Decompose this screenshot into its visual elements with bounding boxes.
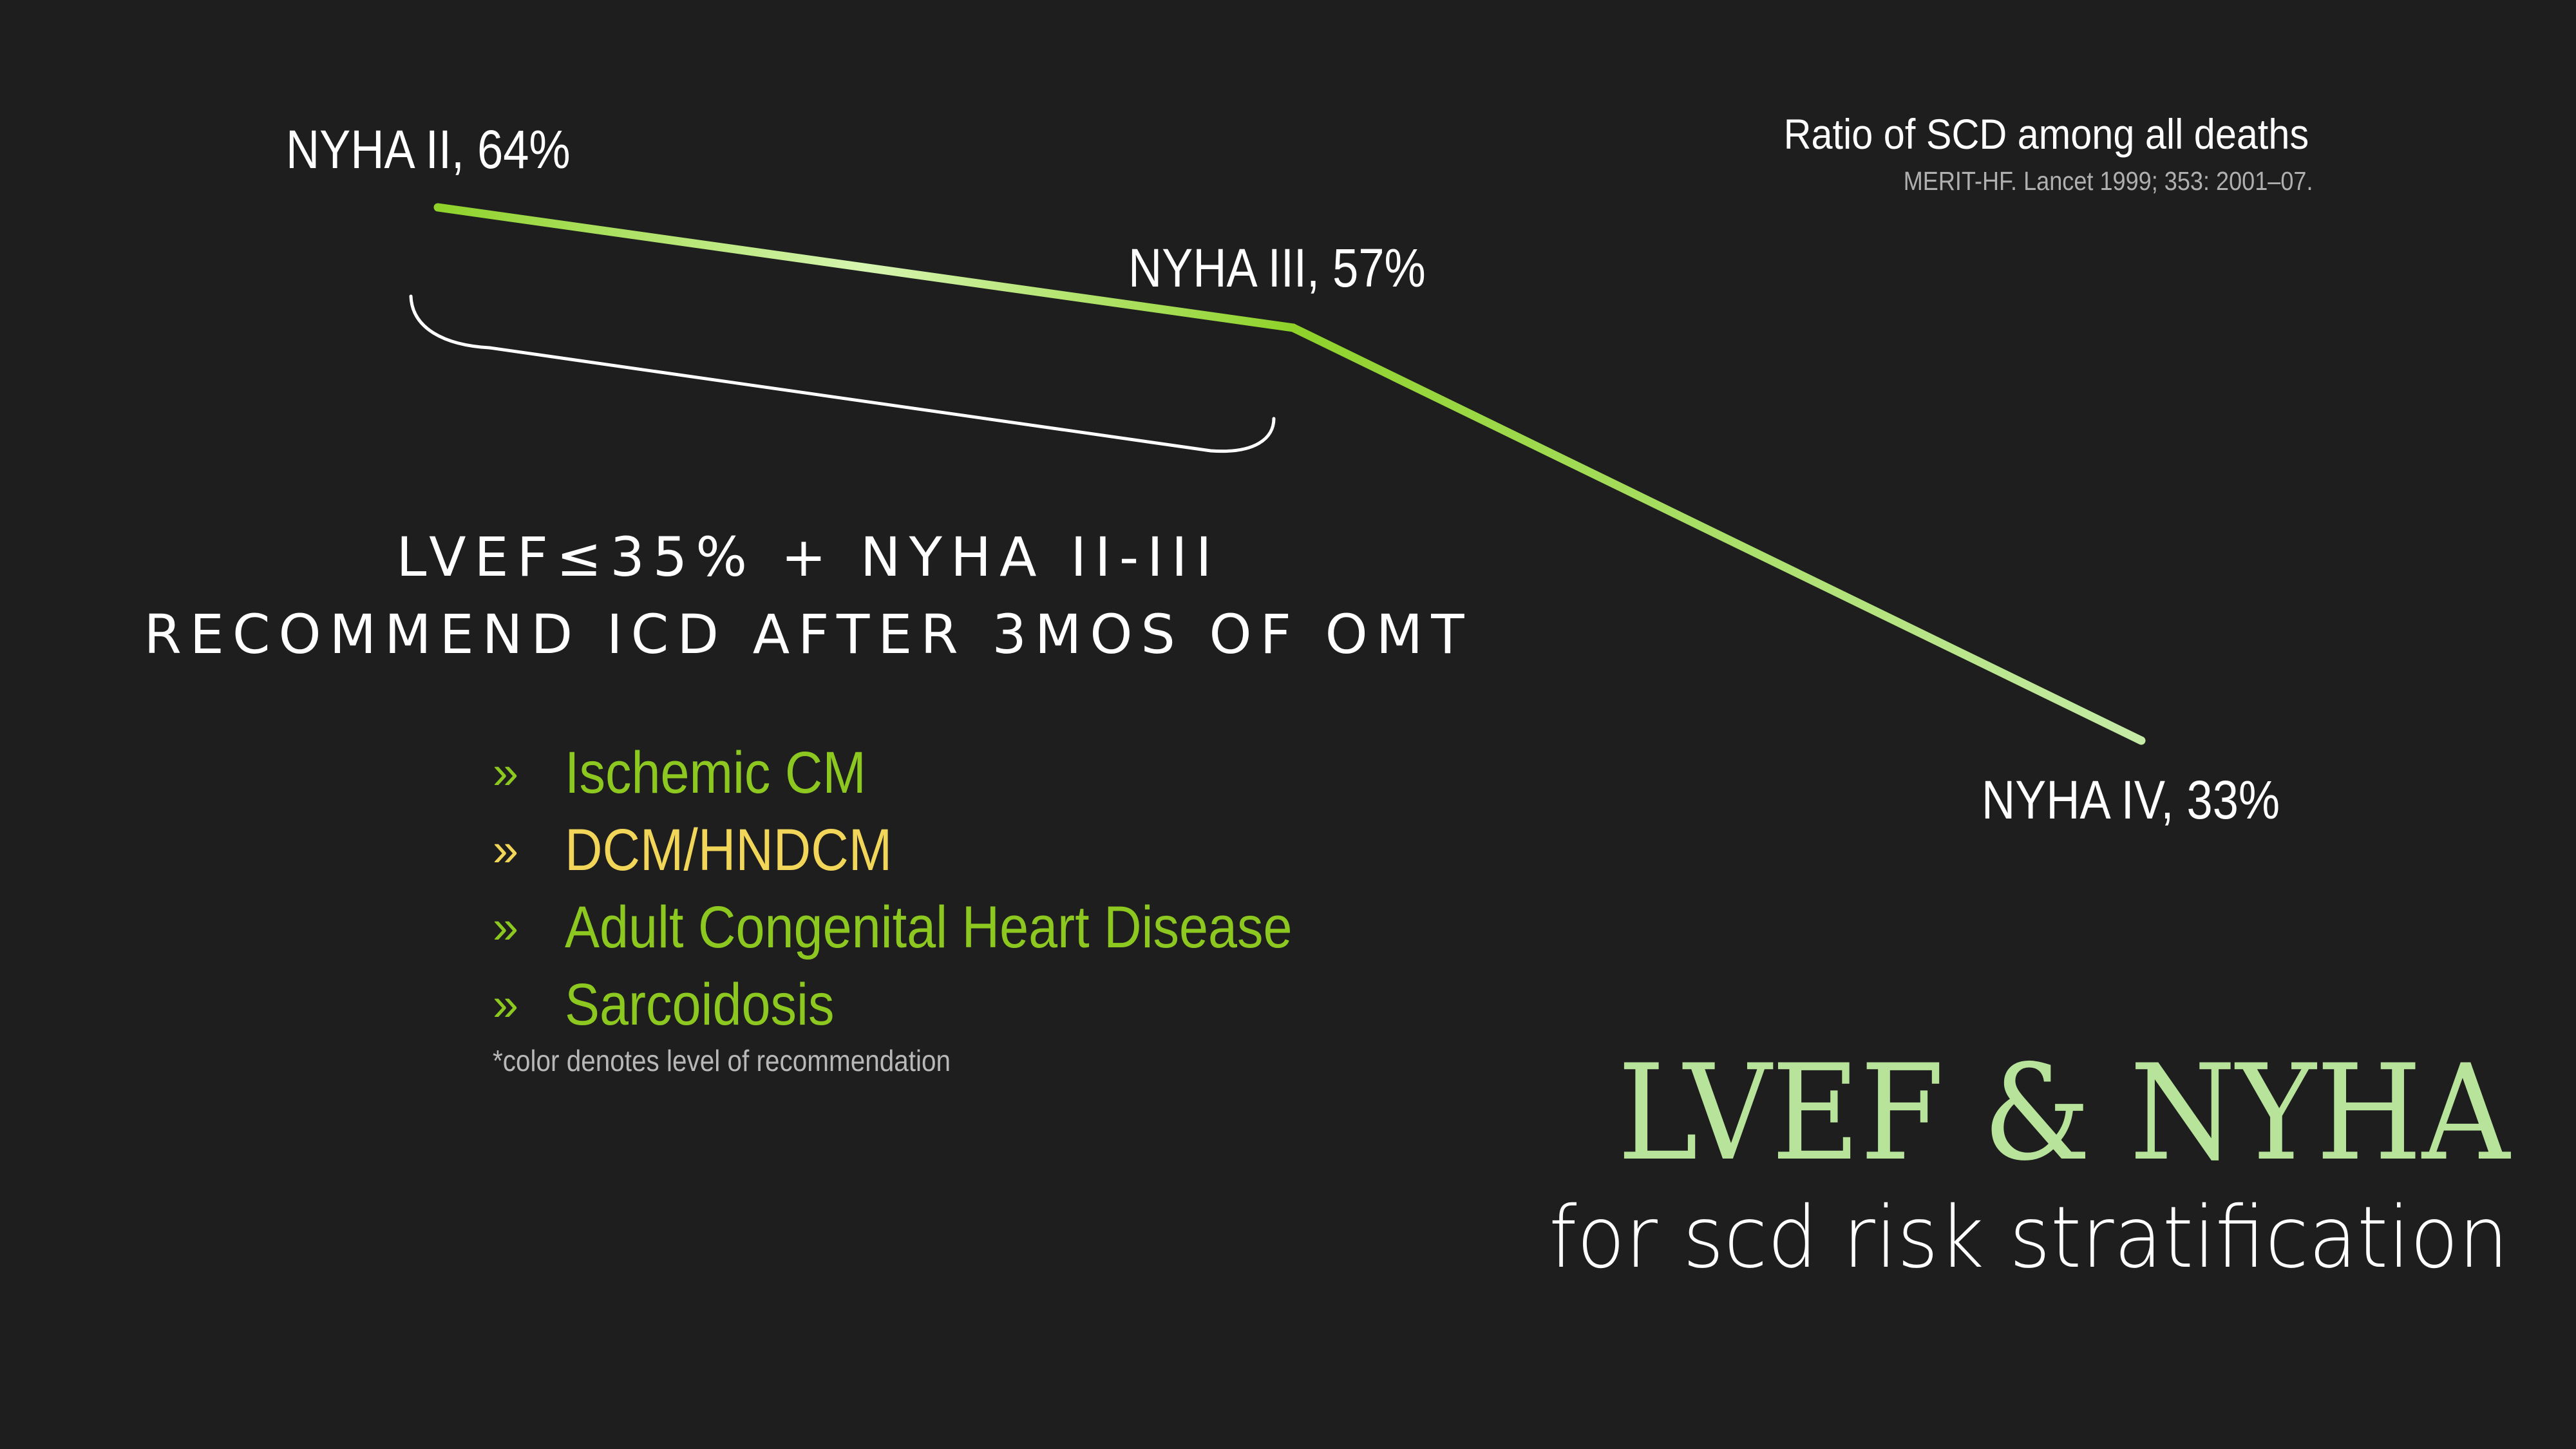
line-segment-2 xyxy=(1289,323,2146,745)
condition-label: Adult Congenital Heart Disease xyxy=(565,894,1293,960)
bullet-icon: » xyxy=(493,747,519,799)
point-label-nyha-ii: NYHA II, 64% xyxy=(286,119,571,180)
list-item-sarcoidosis: » Sarcoidosis xyxy=(493,966,1392,1043)
chart-source-citation: MERIT-HF. Lancet 1999; 353: 2001–07. xyxy=(1904,166,2313,196)
chart-title: Ratio of SCD among all deaths xyxy=(1783,110,2309,158)
line-segment-1 xyxy=(433,203,1298,332)
bullet-icon: » xyxy=(493,902,519,953)
recommendation-criteria: LVEF≤35% + NYHA II-III xyxy=(396,526,1220,589)
list-item-adult-congenital-heart-disease: » Adult Congenital Heart Disease xyxy=(493,889,1392,966)
nyha-ii-iii-bracket xyxy=(409,294,1276,453)
condition-list: » Ischemic CM » DCM/HNDCM » Adult Congen… xyxy=(493,734,1392,1043)
list-item-ischemic-cm: » Ischemic CM xyxy=(493,734,1392,811)
condition-label: DCM/HNDCM xyxy=(565,817,893,883)
bullet-icon: » xyxy=(493,824,519,876)
recommendation-statement: RECOMMEND ICD AFTER 3MOS OF OMT xyxy=(144,603,1473,666)
condition-label: Sarcoidosis xyxy=(565,971,835,1037)
bullet-icon: » xyxy=(493,979,519,1030)
slide-subtitle: for scd risk stratification xyxy=(1548,1188,2508,1287)
color-footnote: *color denotes level of recommendation xyxy=(493,1044,951,1077)
slide-title: LVEF & NYHA xyxy=(1617,1037,2510,1190)
point-label-nyha-iii: NYHA III, 57% xyxy=(1128,238,1426,298)
condition-label: Ischemic CM xyxy=(565,739,866,806)
point-label-nyha-iv: NYHA IV, 33% xyxy=(1982,770,2280,830)
list-item-dcm-hndcm: » DCM/HNDCM xyxy=(493,811,1392,889)
